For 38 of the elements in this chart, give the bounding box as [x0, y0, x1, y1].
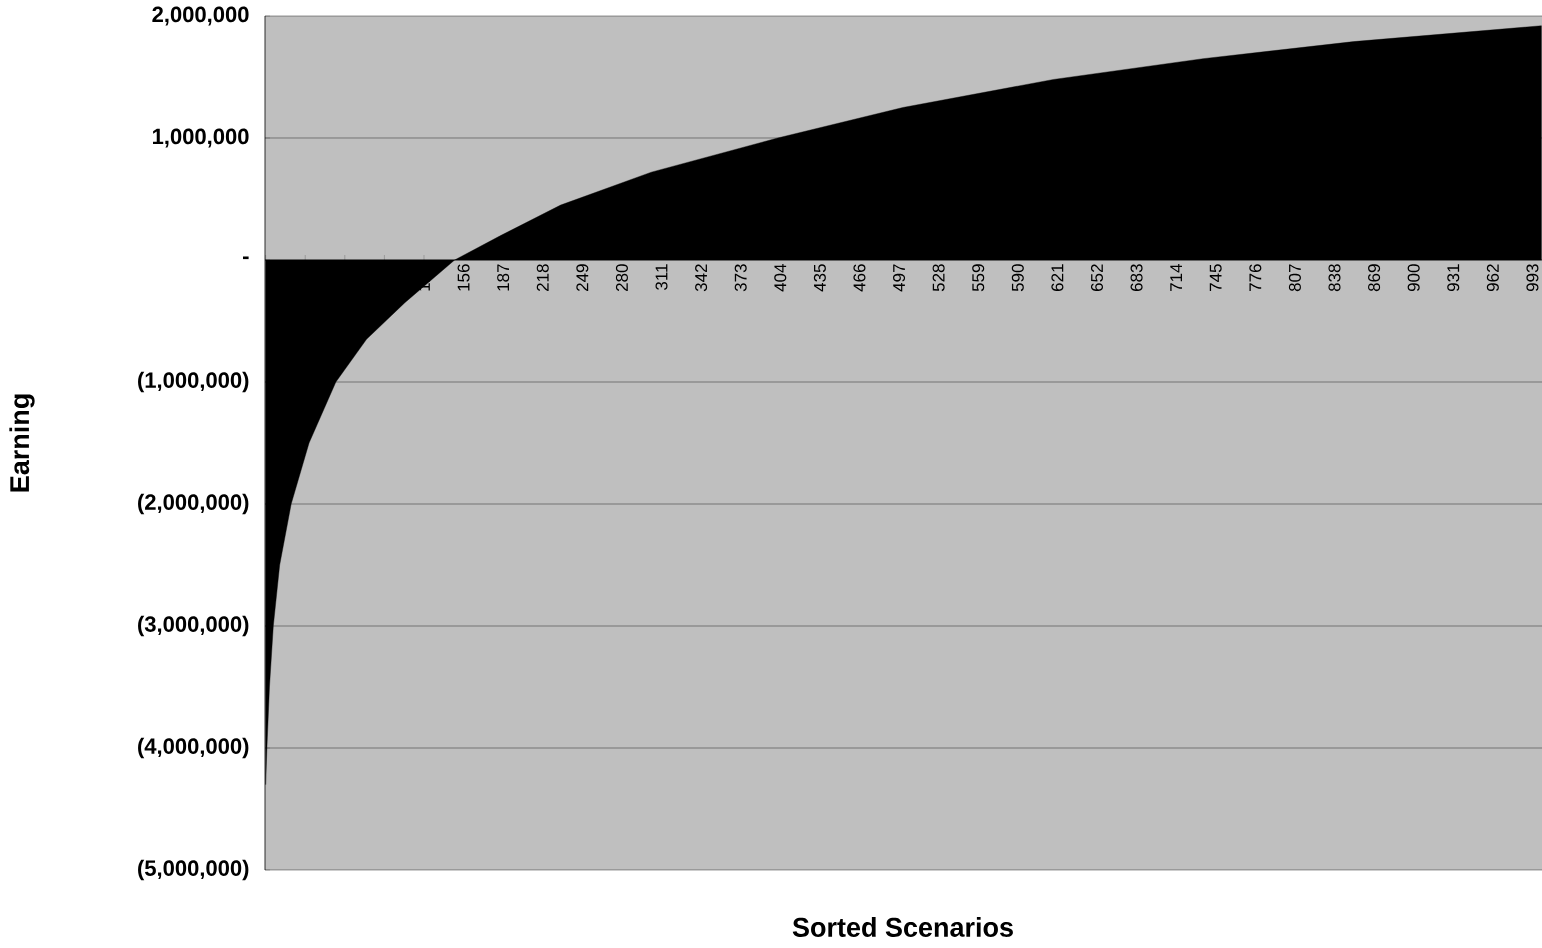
- x-tick-label: 683: [1130, 264, 1143, 292]
- x-tick-label: 621: [1051, 264, 1064, 292]
- x-tick-label: 962: [1486, 264, 1499, 292]
- x-tick-label: 993: [1526, 264, 1539, 292]
- x-tick-label: 559: [972, 264, 985, 292]
- y-tick-label: (4,000,000): [138, 737, 249, 759]
- x-tick-label: 776: [1249, 264, 1262, 292]
- x-tick-label: 714: [1170, 264, 1182, 292]
- y-tick-label: (3,000,000): [138, 615, 249, 637]
- x-axis-title: Sorted Scenarios: [792, 917, 1013, 937]
- x-tick-label: 900: [1407, 264, 1420, 292]
- y-tick-label: (1,000,000): [138, 371, 249, 393]
- y-tick-label: 1,000,000: [153, 128, 249, 148]
- y-axis-title: Earning: [9, 394, 35, 492]
- y-tick-label: (2,000,000): [138, 493, 249, 515]
- x-tick-label: 931: [1447, 264, 1460, 292]
- x-tick-label: 466: [853, 264, 866, 292]
- x-tick-label: 590: [1011, 264, 1024, 292]
- x-tick-label: 652: [1090, 264, 1103, 292]
- x-tick-label: 342: [695, 264, 708, 292]
- x-tick-label: 745: [1209, 264, 1222, 292]
- x-tick-label: 404: [774, 264, 787, 292]
- x-tick-label: 528: [932, 264, 945, 292]
- x-tick-label: 187: [497, 264, 510, 291]
- x-tick-label: 838: [1328, 264, 1341, 292]
- y-tick-label: (5,000,000): [138, 859, 249, 881]
- x-tick-label: 280: [615, 264, 628, 292]
- y-tick-label: -: [243, 256, 249, 260]
- x-tick-label: 497: [893, 264, 906, 292]
- x-tick-label: 249: [576, 264, 589, 292]
- x-tick-label: 807: [1288, 264, 1301, 292]
- x-tick-label: 156: [457, 264, 470, 291]
- x-tick-label: 311: [655, 264, 668, 290]
- x-tick-label: 869: [1368, 264, 1381, 292]
- x-tick-label: 373: [734, 264, 747, 292]
- x-tick-label: 218: [536, 264, 549, 292]
- x-tick-label: 435: [813, 264, 826, 292]
- y-tick-label: 2,000,000: [152, 6, 249, 26]
